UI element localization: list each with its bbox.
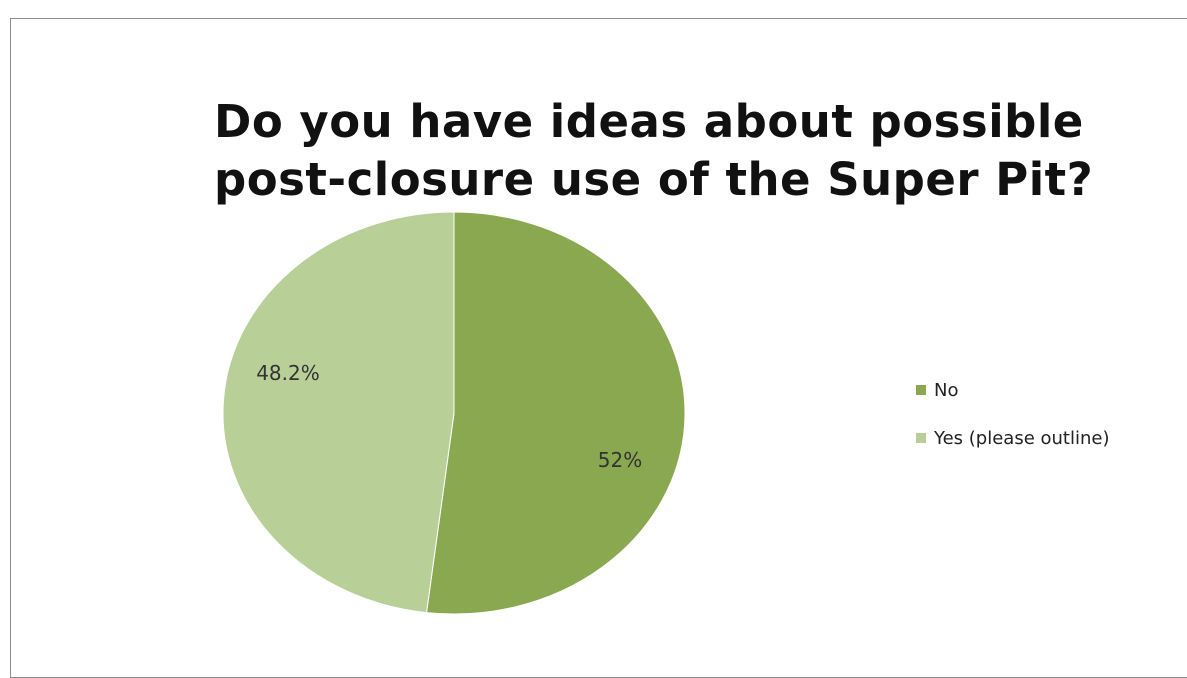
- data-label-no: 52%: [598, 448, 642, 472]
- chart-title: Do you have ideas about possible post-cl…: [0, 93, 1187, 209]
- legend-swatch-yes: [916, 433, 926, 443]
- chart-title-line-1: Do you have ideas about possible: [214, 95, 1084, 148]
- legend-label-no: No: [934, 379, 959, 401]
- chart-title-line-2: post-closure use of the Super Pit?: [214, 153, 1094, 206]
- legend-label-yes: Yes (please outline): [934, 427, 1110, 449]
- legend: No Yes (please outline): [916, 378, 1110, 474]
- pie-slice-no: [425, 211, 686, 615]
- legend-swatch-no: [916, 385, 926, 395]
- data-label-yes: 48.2%: [256, 361, 320, 385]
- legend-item-yes: Yes (please outline): [916, 426, 1110, 450]
- pie-slice-yes: [222, 211, 455, 614]
- legend-item-no: No: [916, 378, 1110, 402]
